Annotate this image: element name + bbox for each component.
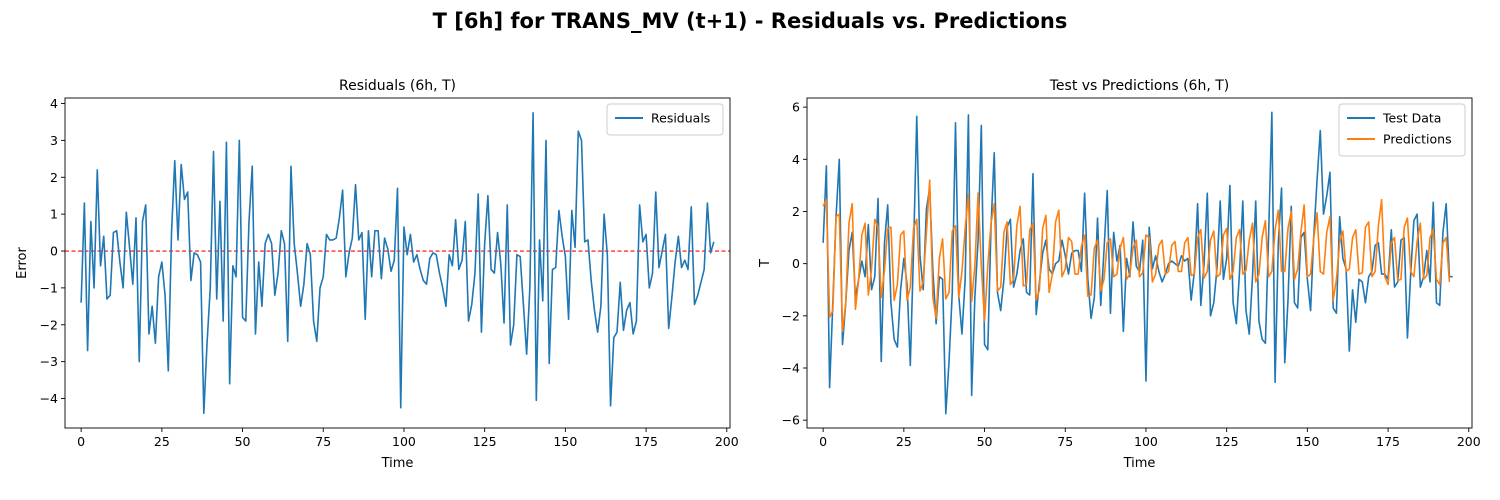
residuals-y-tick-label: −2 (40, 317, 58, 332)
residuals-axes-frame (64, 97, 731, 429)
residuals-y-tick-label: 3 (50, 133, 58, 148)
predictions-y-tick-label: −4 (782, 361, 800, 376)
residuals-legend: Residuals (606, 103, 724, 136)
predictions-y-tick-label: −6 (782, 413, 800, 428)
predictions-x-tick-label: 100 (1134, 434, 1158, 449)
residuals-y-tick-label: −4 (40, 391, 58, 406)
residuals-x-tick-label: 75 (315, 434, 331, 449)
predictions-legend: Test Data Predictions (1338, 103, 1466, 157)
residuals-y-tick-label: −1 (40, 280, 58, 295)
predictions-legend-label-test-data: Test Data (1382, 111, 1441, 126)
predictions-x-tick-label: 75 (1057, 434, 1073, 449)
predictions-y-tick-label: 0 (792, 256, 800, 271)
predictions-x-tick-label: 25 (896, 434, 912, 449)
residuals-y-tick-label: 0 (50, 244, 58, 259)
predictions-x-axis-label: Time (1123, 456, 1156, 471)
predictions-y-tick-label: 2 (792, 204, 800, 219)
predictions-x-tick-label: 150 (1295, 434, 1319, 449)
predictions-x-tick-label: 0 (819, 434, 827, 449)
residuals-x-tick-label: 200 (715, 434, 739, 449)
residuals-x-tick-label: 100 (392, 434, 416, 449)
predictions-x-tick-label: 50 (977, 434, 993, 449)
residuals-x-tick-label: 0 (77, 434, 85, 449)
residuals-x-tick-label: 50 (235, 434, 251, 449)
residuals-x-axis-label: Time (381, 456, 414, 471)
residuals-x-tick-label: 125 (473, 434, 497, 449)
residuals-panel-title: Residuals (6h, T) (339, 78, 456, 94)
predictions-panel-title: Test vs Predictions (6h, T) (1049, 78, 1230, 94)
predictions-x-tick-label: 200 (1457, 434, 1481, 449)
predictions-series-predictions-line (822, 179, 1451, 333)
residuals-x-tick-label: 150 (553, 434, 577, 449)
predictions-axes-frame (806, 97, 1473, 429)
residuals-y-axis-label: Error (15, 247, 30, 279)
residuals-y-tick-label: 1 (50, 207, 58, 222)
residuals-legend-label-residuals: Residuals (651, 111, 710, 126)
predictions-x-tick-label: 125 (1215, 434, 1239, 449)
predictions-y-tick-label: 6 (792, 100, 800, 115)
predictions-panel: Test vs Predictions (6h, T) Time T 0 25 50… (758, 78, 1481, 471)
predictions-legend-label-predictions: Predictions (1383, 132, 1452, 147)
predictions-y-tick-label: 4 (792, 152, 800, 167)
residuals-y-tick-label: 2 (50, 170, 58, 185)
residuals-panel: Residuals (6h, T) Time Error 0 25 50 75 100 1… (15, 78, 739, 471)
predictions-x-tick-label: 175 (1376, 434, 1400, 449)
residuals-x-tick-label: 175 (634, 434, 658, 449)
residuals-y-tick-label: 4 (50, 96, 58, 111)
residuals-x-tick-label: 25 (154, 434, 170, 449)
residuals-series-residuals-line (80, 111, 715, 415)
figure-suptitle: T [6h] for TRANS_MV (t+1) - Residuals vs… (433, 9, 1068, 33)
predictions-y-tick-label: −2 (782, 308, 800, 323)
residuals-legend-box (606, 103, 724, 136)
predictions-y-axis-label: T (758, 259, 773, 268)
residuals-y-tick-label: −3 (40, 354, 58, 369)
